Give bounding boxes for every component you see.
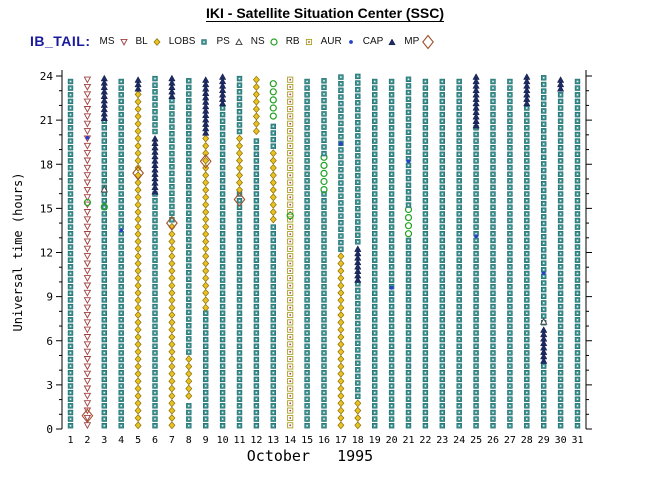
legend-item-label: MS: [99, 36, 115, 47]
svg-text:14: 14: [284, 435, 296, 446]
svg-text:15: 15: [40, 202, 53, 215]
svg-text:27: 27: [504, 435, 516, 446]
svg-text:16: 16: [318, 435, 330, 446]
svg-text:11: 11: [233, 435, 245, 446]
svg-text:7: 7: [169, 435, 175, 446]
legend-item-ms: MS: [100, 33, 133, 50]
legend-item-cap: CAP: [363, 33, 402, 50]
svg-text:28: 28: [521, 435, 533, 446]
svg-text:24: 24: [40, 70, 54, 83]
svg-text:26: 26: [487, 435, 499, 446]
svg-text:15: 15: [301, 435, 313, 446]
legend-item-label: AUR: [320, 36, 342, 47]
legend-item-label: LOBS: [168, 36, 196, 47]
svg-text:23: 23: [436, 435, 448, 446]
legend-item-label: BL: [135, 36, 148, 47]
svg-text:3: 3: [101, 435, 107, 446]
svg-text:6: 6: [152, 435, 158, 446]
svg-text:2: 2: [84, 435, 90, 446]
legend-item-lobs: LOBS: [169, 33, 214, 50]
svg-text:1: 1: [67, 435, 73, 446]
legend-item-label: RB: [285, 36, 300, 47]
svg-text:10: 10: [217, 435, 229, 446]
legend-item-label: NS: [250, 36, 265, 47]
svg-text:12: 12: [40, 247, 53, 260]
dataset-label: IB_TAIL:: [30, 32, 91, 49]
x-axis-label: October 1995: [246, 447, 374, 465]
svg-text:4: 4: [118, 435, 124, 446]
svg-text:24: 24: [453, 435, 465, 446]
legend-item-bl: BL: [136, 33, 166, 50]
svg-text:13: 13: [267, 435, 279, 446]
legend-item-label: CAP: [362, 36, 384, 47]
legend-item-label: MP: [404, 36, 420, 47]
legend-item-aur: AUR: [321, 33, 360, 50]
legend-item-mp: MP: [404, 33, 437, 50]
svg-text:31: 31: [571, 435, 583, 446]
svg-text:25: 25: [470, 435, 482, 446]
svg-text:29: 29: [538, 435, 550, 446]
svg-text:5: 5: [135, 435, 141, 446]
svg-text:0: 0: [46, 423, 53, 436]
legend-item-ns: NS: [251, 33, 283, 50]
svg-text:30: 30: [555, 435, 567, 446]
svg-text:22: 22: [419, 435, 431, 446]
svg-text:18: 18: [352, 435, 364, 446]
svg-text:9: 9: [203, 435, 209, 446]
svg-text:9: 9: [46, 291, 53, 304]
svg-text:18: 18: [40, 158, 53, 171]
legend-item-rb: RB: [286, 33, 318, 50]
svg-text:8: 8: [186, 435, 192, 446]
legend: IB_TAIL: MS BL LOBS PS NS RB AUR CAP MP: [30, 31, 440, 50]
svg-text:21: 21: [402, 435, 414, 446]
data-markers: [67, 73, 581, 430]
svg-text:17: 17: [335, 435, 347, 446]
page-title: IKI - Satellite Situation Center (SSC): [205, 5, 445, 21]
legend-item-label: PS: [216, 36, 230, 47]
svg-text:19: 19: [369, 435, 381, 446]
svg-text:20: 20: [386, 435, 398, 446]
legend-item-ps: PS: [216, 33, 247, 50]
legend-items: MS BL LOBS PS NS RB AUR CAP MP: [100, 31, 441, 50]
svg-text:12: 12: [250, 435, 262, 446]
svg-text:3: 3: [46, 379, 53, 392]
svg-text:6: 6: [46, 335, 53, 348]
svg-text:21: 21: [40, 114, 53, 127]
